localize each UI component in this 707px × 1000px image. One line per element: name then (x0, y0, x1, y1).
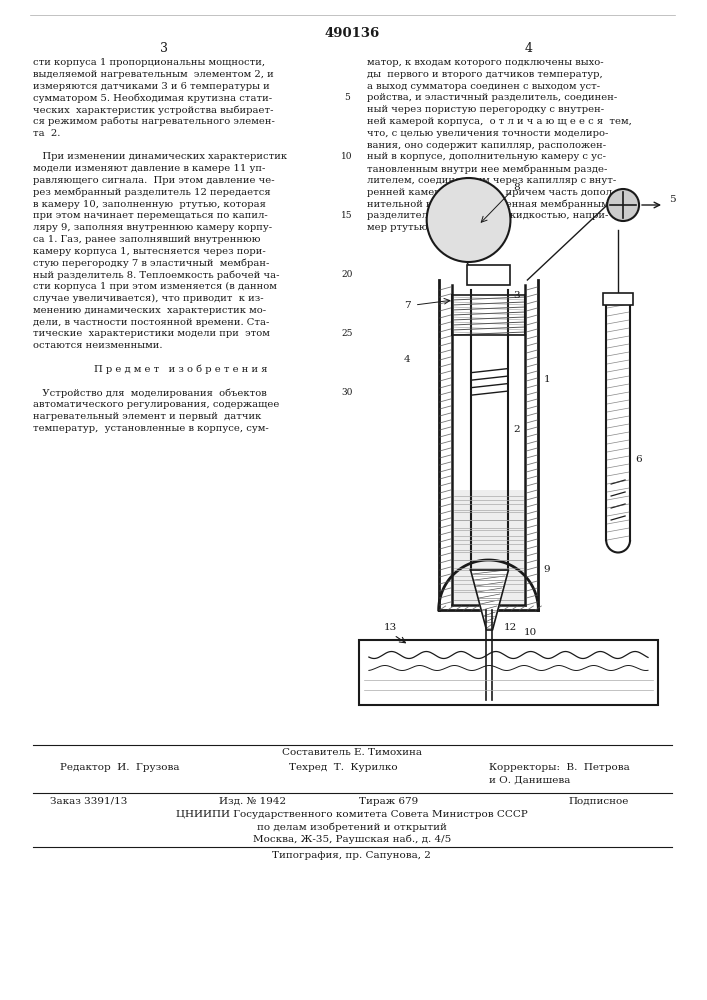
Text: ней камерой корпуса,  о т л и ч а ю щ е е с я  тем,: ней камерой корпуса, о т л и ч а ю щ е е… (367, 117, 632, 126)
Bar (452, 490, 525, 604)
Text: Тираж 679: Тираж 679 (359, 797, 418, 806)
Text: ческих  характеристик устройства выбирает-: ческих характеристик устройства выбирает… (33, 105, 274, 115)
Text: Корректоры:  В.  Петрова: Корректоры: В. Петрова (489, 763, 629, 772)
Bar (603, 293, 633, 305)
Text: са 1. Газ, ранее заполнявший внутреннюю: са 1. Газ, ранее заполнявший внутреннюю (33, 235, 260, 244)
Text: рез мембранный разделитель 12 передается: рез мембранный разделитель 12 передается (33, 188, 271, 197)
Text: ся режимом работы нагревательного элемен-: ся режимом работы нагревательного элемен… (33, 117, 275, 126)
Text: 13: 13 (384, 623, 397, 632)
Text: 4: 4 (404, 356, 411, 364)
Text: ренней камерой корпуса, причем часть допол-: ренней камерой корпуса, причем часть доп… (367, 188, 615, 197)
Text: камеру корпуса 1, вытесняется через пори-: камеру корпуса 1, вытесняется через пори… (33, 247, 266, 256)
Text: равляющего сигнала.  При этом давление че-: равляющего сигнала. При этом давление че… (33, 176, 274, 185)
Text: Изд. № 1942: Изд. № 1942 (219, 797, 286, 806)
Text: ный через пористую перегородку с внутрен-: ный через пористую перегородку с внутрен… (367, 105, 604, 114)
Text: Редактор  И.  Грузова: Редактор И. Грузова (60, 763, 180, 772)
Text: Техред  Т.  Курилко: Техред Т. Курилко (289, 763, 398, 772)
Text: нагревательный элемент и первый  датчик: нагревательный элемент и первый датчик (33, 412, 262, 421)
Text: 4: 4 (525, 42, 532, 55)
Text: Заказ 3391/13: Заказ 3391/13 (50, 797, 127, 806)
Text: та  2.: та 2. (33, 129, 60, 138)
Text: а выход сумматора соединен с выходом уст-: а выход сумматора соединен с выходом уст… (367, 82, 600, 91)
Text: вания, оно содержит капилляр, расположен-: вания, оно содержит капилляр, расположен… (367, 141, 606, 150)
Text: 6: 6 (635, 456, 642, 464)
Text: дели, в частности постоянной времени. Ста-: дели, в частности постоянной времени. Ст… (33, 318, 269, 327)
Text: 490136: 490136 (325, 27, 380, 40)
Text: Составитель Е. Тимохина: Составитель Е. Тимохина (282, 748, 422, 757)
Text: сти корпуса 1 при этом изменяется (в данном: сти корпуса 1 при этом изменяется (в дан… (33, 282, 276, 291)
Text: измеряются датчиками 3 и 6 температуры и: измеряются датчиками 3 и 6 температуры и (33, 82, 269, 91)
Text: ляру 9, заполняя внутреннюю камеру корпу-: ляру 9, заполняя внутреннюю камеру корпу… (33, 223, 272, 232)
Text: 10: 10 (523, 628, 537, 637)
Polygon shape (471, 570, 508, 630)
Text: Подписное: Подписное (568, 797, 629, 806)
Text: Устройство для  моделирования  объектов: Устройство для моделирования объектов (33, 388, 267, 398)
Text: лителем, соединенным через капилляр с внут-: лителем, соединенным через капилляр с вн… (367, 176, 616, 185)
Text: 20: 20 (341, 270, 353, 279)
Text: 25: 25 (341, 329, 353, 338)
Text: модели изменяют давление в камере 11 уп-: модели изменяют давление в камере 11 уп- (33, 164, 265, 173)
Circle shape (427, 178, 510, 262)
Text: 8: 8 (513, 184, 520, 192)
Bar (467, 265, 510, 285)
Text: 12: 12 (503, 623, 517, 632)
Text: что, с целью увеличения точности моделиро-: что, с целью увеличения точности моделир… (367, 129, 608, 138)
Text: менению динамических  характеристик мо-: менению динамических характеристик мо- (33, 306, 266, 315)
Text: ЦНИИПИ Государственного комитета Совета Министров СССР: ЦНИИПИ Государственного комитета Совета … (176, 810, 528, 819)
Text: 10: 10 (341, 152, 353, 161)
Text: 7: 7 (404, 300, 411, 310)
Text: 9: 9 (544, 566, 550, 574)
Text: сумматором 5. Необходимая крутизна стати-: сумматором 5. Необходимая крутизна стати… (33, 93, 272, 103)
Text: 5: 5 (344, 93, 350, 102)
Text: 5: 5 (669, 196, 676, 205)
Text: 3: 3 (513, 290, 520, 300)
Circle shape (607, 189, 639, 221)
Text: ный разделитель 8. Теплоемкость рабочей ча-: ный разделитель 8. Теплоемкость рабочей … (33, 270, 279, 280)
Text: мер ртутью.: мер ртутью. (367, 223, 431, 232)
Text: 15: 15 (341, 211, 353, 220)
Text: нительной камеры,  отделенная мембранным: нительной камеры, отделенная мембранным (367, 200, 609, 209)
Bar (359, 640, 658, 705)
Text: случае увеличивается), что приводит  к из-: случае увеличивается), что приводит к из… (33, 294, 264, 303)
Text: разделителем, заполнена жидкостью, напри-: разделителем, заполнена жидкостью, напри… (367, 211, 608, 220)
Text: выделяемой нагревательным  элементом 2, и: выделяемой нагревательным элементом 2, и (33, 70, 274, 79)
Text: стую перегородку 7 в эластичный  мембран-: стую перегородку 7 в эластичный мембран- (33, 259, 269, 268)
Text: ройства, и эластичный разделитель, соединен-: ройства, и эластичный разделитель, соеди… (367, 93, 617, 102)
Text: Типография, пр. Сапунова, 2: Типография, пр. Сапунова, 2 (272, 851, 431, 860)
Text: при этом начинает перемещаться по капил-: при этом начинает перемещаться по капил- (33, 211, 268, 220)
Text: 1: 1 (544, 375, 550, 384)
Text: ды  первого и второго датчиков температур,: ды первого и второго датчиков температур… (367, 70, 602, 79)
Text: тановленным внутри нее мембранным разде-: тановленным внутри нее мембранным разде- (367, 164, 607, 174)
Text: остаются неизменными.: остаются неизменными. (33, 341, 163, 350)
Text: Москва, Ж-35, Раушская наб., д. 4/5: Москва, Ж-35, Раушская наб., д. 4/5 (253, 834, 451, 844)
Text: по делам изобретений и открытий: по делам изобретений и открытий (257, 822, 447, 832)
Text: 3: 3 (160, 42, 168, 55)
Text: 2: 2 (513, 426, 520, 434)
Text: автоматического регулирования, содержащее: автоматического регулирования, содержаще… (33, 400, 279, 409)
Text: температур,  установленные в корпусе, сум-: температур, установленные в корпусе, сум… (33, 424, 269, 433)
Text: и О. Данишева: и О. Данишева (489, 776, 570, 785)
Text: в камеру 10, заполненную  ртутью, которая: в камеру 10, заполненную ртутью, которая (33, 200, 266, 209)
Text: П р е д м е т   и з о б р е т е н и я: П р е д м е т и з о б р е т е н и я (94, 365, 268, 374)
Text: матор, к входам которого подключены выхо-: матор, к входам которого подключены выхо… (367, 58, 604, 67)
Text: сти корпуса 1 пропорциональны мощности,: сти корпуса 1 пропорциональны мощности, (33, 58, 265, 67)
Text: ный в корпусе, дополнительную камеру с ус-: ный в корпусе, дополнительную камеру с у… (367, 152, 606, 161)
Text: 30: 30 (341, 388, 353, 397)
Text: При изменении динамических характеристик: При изменении динамических характеристик (33, 152, 287, 161)
Text: тические  характеристики модели при  этом: тические характеристики модели при этом (33, 329, 270, 338)
